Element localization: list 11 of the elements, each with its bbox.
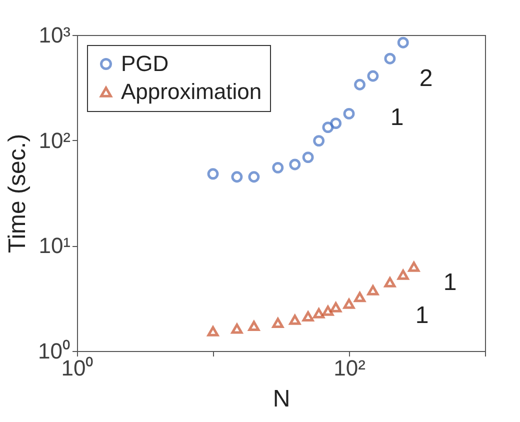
x-axis-title: N bbox=[272, 386, 290, 412]
legend-label: Approximation bbox=[121, 79, 262, 104]
annotation: 1 bbox=[415, 302, 429, 329]
y-tick-label: 10¹ bbox=[38, 233, 70, 258]
legend-label: PGD bbox=[121, 51, 169, 76]
y-tick-label: 10³ bbox=[38, 22, 70, 48]
annotation: 1 bbox=[443, 269, 457, 296]
y-tick-label: 10² bbox=[38, 128, 70, 153]
annotation: 1 bbox=[390, 104, 404, 131]
annotation: 2 bbox=[419, 65, 433, 92]
y-axis-title: Time (sec.) bbox=[4, 134, 32, 254]
